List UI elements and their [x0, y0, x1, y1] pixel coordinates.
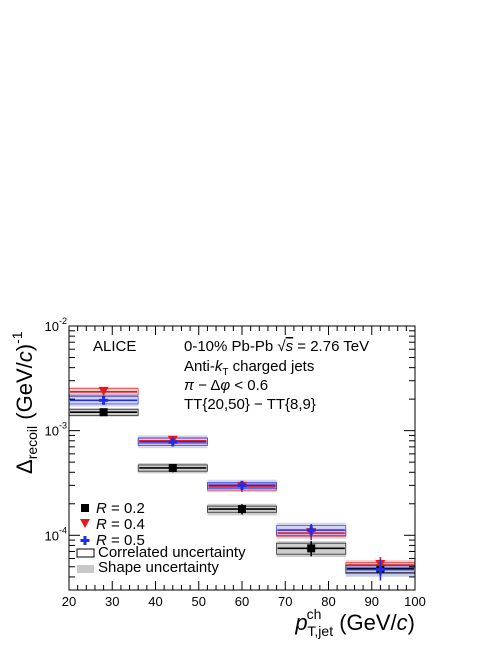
y-tick-label-0: 10-2 — [45, 316, 67, 334]
point-r02-2 — [238, 505, 246, 514]
point-r02-3 — [307, 544, 316, 553]
annotation-tt: TT{20,50} − TT{8,9} — [184, 396, 316, 413]
legend-label-correlated: Correlated uncertainty — [98, 544, 246, 561]
legend-marker-r04 — [80, 519, 90, 528]
legend-label-shape: Shape uncertainty — [98, 559, 219, 576]
legend-marker-r05 — [80, 536, 90, 545]
x-tick-label-90: 90 — [365, 594, 379, 609]
annotation-jets: Anti-kT charged jets — [184, 358, 314, 378]
point-r05-1 — [168, 437, 178, 447]
x-axis-title: pch T,jet (GeV/c) — [294, 606, 415, 639]
point-r05-2 — [237, 480, 247, 490]
legend-label-r04: R = 0.4 — [96, 516, 145, 533]
point-r05-4 — [375, 565, 385, 575]
axis-ticks: 20 30 40 50 60 70 80 90 100 10-2 10-3 10-4 — [45, 316, 426, 609]
y-axis-title: Δrecoil (GeV/c)-1 — [9, 331, 40, 474]
x-tick-label-60: 60 — [235, 594, 249, 609]
legend-marker-r02 — [81, 504, 89, 512]
legend-label-r02: R = 0.2 — [96, 500, 145, 517]
x-tick-label-30: 30 — [105, 594, 119, 609]
x-tick-label-80: 80 — [321, 594, 335, 609]
x-tick-label-50: 50 — [192, 594, 206, 609]
point-r04-0 — [98, 386, 109, 396]
legend-label-r05: R = 0.5 — [96, 532, 145, 549]
x-tick-label-70: 70 — [278, 594, 292, 609]
point-r02-0 — [99, 408, 108, 417]
legend: R = 0.2 R = 0.4 R = 0.5 Correlated uncer… — [76, 500, 246, 576]
point-r05-0 — [99, 395, 109, 405]
annotation-dphi: π − Δφ < 0.6 — [184, 377, 268, 394]
x-tick-label-20: 20 — [62, 594, 76, 609]
x-tick-label-100: 100 — [404, 594, 426, 609]
legend-box-correlated — [76, 548, 95, 558]
legend-box-shape — [77, 565, 94, 573]
point-r05-3 — [306, 525, 316, 535]
x-tick-label-40: 40 — [148, 594, 162, 609]
data-points — [70, 386, 414, 581]
experiment-label: ALICE — [93, 338, 136, 355]
y-tick-label-2: 10-4 — [45, 525, 67, 543]
point-r02-1 — [168, 463, 177, 472]
annotation-collision: 0-10% Pb-Pb √s = 2.76 TeV — [184, 338, 369, 355]
y-tick-label-1: 10-3 — [45, 421, 67, 439]
